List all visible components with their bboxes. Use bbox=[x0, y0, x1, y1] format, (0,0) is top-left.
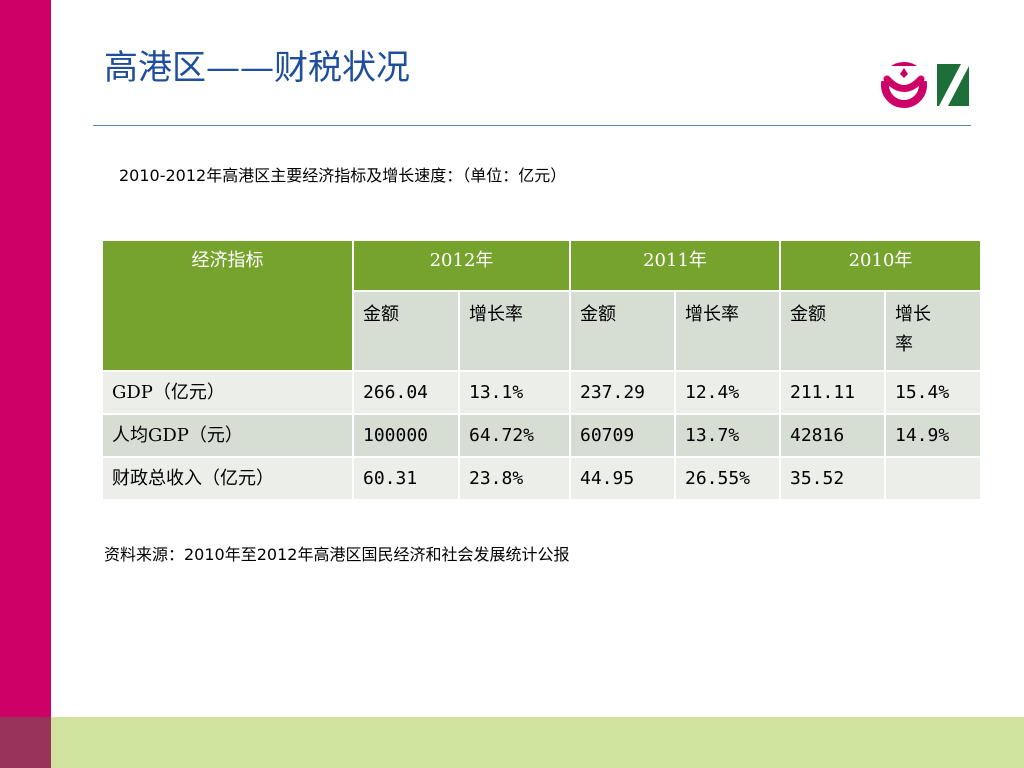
header-year-2010: 2010年 bbox=[779, 239, 982, 292]
row-label: GDP（亿元） bbox=[101, 370, 354, 415]
table-cell: 15.4% bbox=[884, 370, 982, 415]
subheader-amount-2011: 金额 bbox=[569, 290, 676, 372]
row-label: 人均GDP（元） bbox=[101, 413, 354, 458]
table-row: 人均GDP（元） 100000 64.72% 60709 13.7% 42816… bbox=[101, 413, 982, 458]
subheader-growth-2011: 增长率 bbox=[674, 290, 781, 372]
header-year-2011: 2011年 bbox=[569, 239, 781, 292]
header-year-2012: 2012年 bbox=[352, 239, 571, 292]
table-cell: 266.04 bbox=[352, 370, 460, 415]
title-divider bbox=[93, 125, 971, 126]
economic-indicators-table: 经济指标 2012年 2011年 2010年 金额 增长率 金额 增长率 金额 … bbox=[101, 239, 982, 501]
table-cell: 60709 bbox=[569, 413, 676, 458]
table-cell: 23.8% bbox=[458, 456, 571, 501]
subheader-amount-2012: 金额 bbox=[352, 290, 460, 372]
slide-title: 高港区——财税状况 bbox=[104, 48, 410, 88]
table-cell: 14.9% bbox=[884, 413, 982, 458]
subheader-amount-2010: 金额 bbox=[779, 290, 886, 372]
subheader-growth-2012: 增长率 bbox=[458, 290, 571, 372]
bottom-accent-bar bbox=[51, 717, 1024, 768]
left-accent-bar-corner bbox=[0, 717, 51, 768]
header-indicator: 经济指标 bbox=[101, 239, 354, 372]
table-cell: 44.95 bbox=[569, 456, 676, 501]
table-cell: 12.4% bbox=[674, 370, 781, 415]
row-label: 财政总收入（亿元） bbox=[101, 456, 354, 501]
table-row: GDP（亿元） 266.04 13.1% 237.29 12.4% 211.11… bbox=[101, 370, 982, 415]
table-cell: 237.29 bbox=[569, 370, 676, 415]
table-cell: 100000 bbox=[352, 413, 460, 458]
table-cell: 35.52 bbox=[779, 456, 886, 501]
table-cell bbox=[884, 456, 982, 501]
table-cell: 42816 bbox=[779, 413, 886, 458]
subheader-growth-2010: 增长 率 bbox=[884, 290, 982, 372]
table-cell: 26.55% bbox=[674, 456, 781, 501]
table-cell: 13.1% bbox=[458, 370, 571, 415]
table-cell: 60.31 bbox=[352, 456, 460, 501]
table-caption: 2010-2012年高港区主要经济指标及增长速度：（单位：亿元） bbox=[119, 166, 567, 185]
source-note: 资料来源：2010年至2012年高港区国民经济和社会发展统计公报 bbox=[104, 545, 570, 564]
table-cell: 211.11 bbox=[779, 370, 886, 415]
left-accent-bar bbox=[0, 0, 51, 717]
brand-logo-icon bbox=[881, 62, 969, 108]
table-cell: 13.7% bbox=[674, 413, 781, 458]
table-cell: 64.72% bbox=[458, 413, 571, 458]
table-row: 财政总收入（亿元） 60.31 23.8% 44.95 26.55% 35.52 bbox=[101, 456, 982, 501]
